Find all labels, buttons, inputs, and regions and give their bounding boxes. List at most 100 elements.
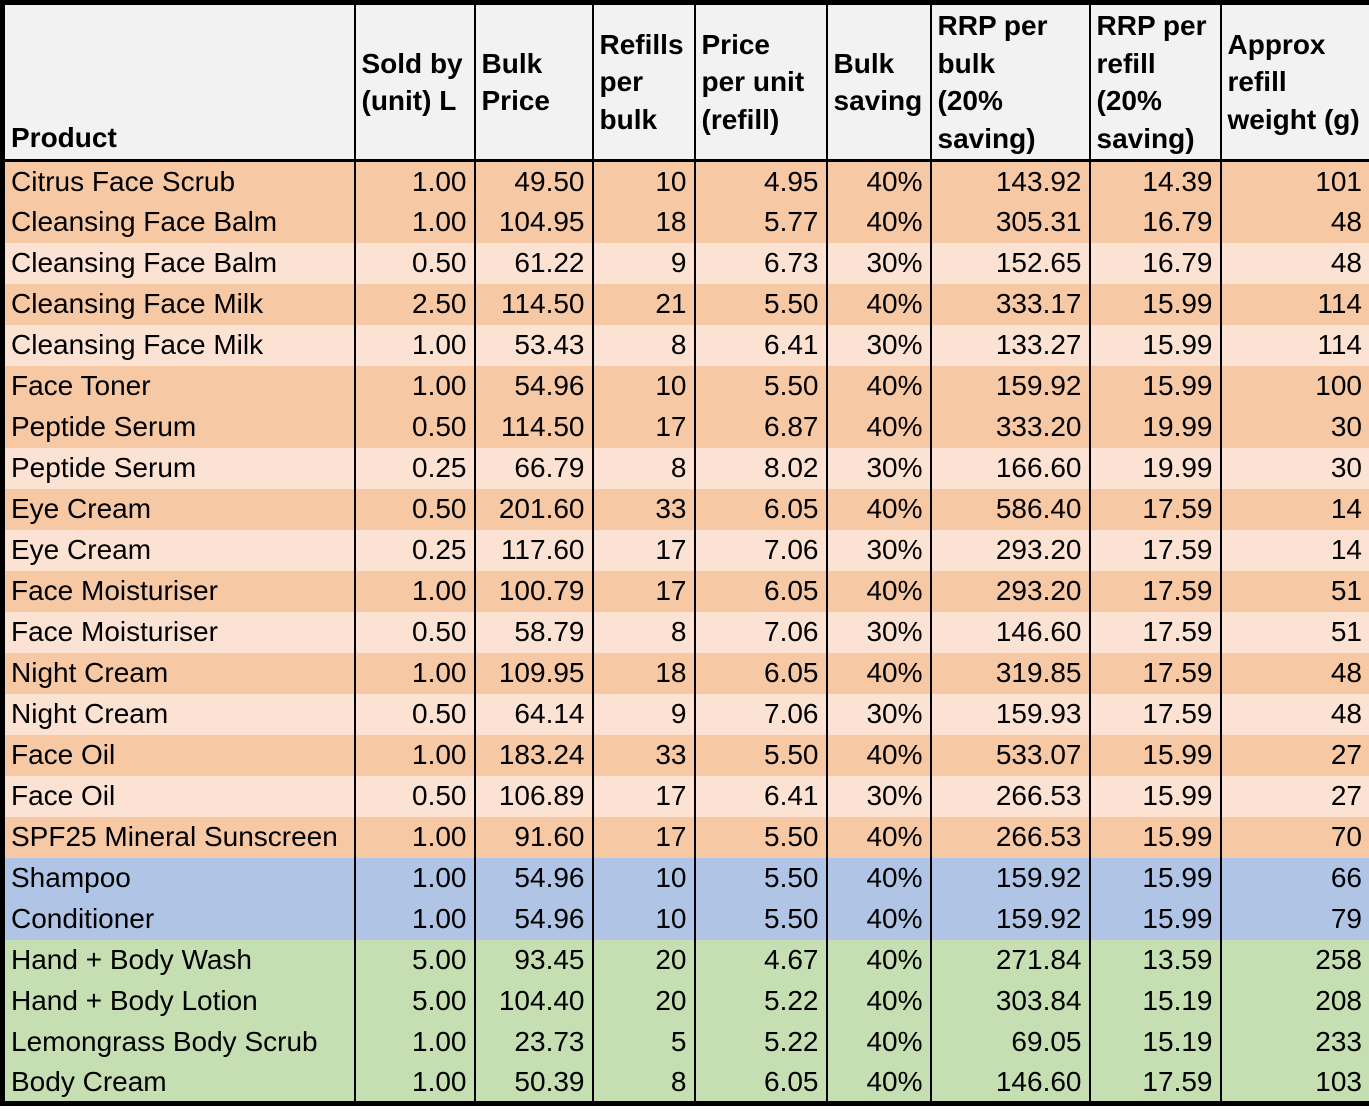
- cell-product[interactable]: Night Cream: [1, 652, 356, 694]
- cell-product[interactable]: Hand + Body Lotion: [1, 980, 356, 1022]
- cell-rrp-per-refill[interactable]: 15.99: [1088, 324, 1222, 366]
- cell-sold-by-unit[interactable]: 0.25: [353, 447, 476, 489]
- cell-rrp-per-bulk[interactable]: 293.20: [929, 570, 1091, 612]
- column-header-bulk-price[interactable]: Bulk Price: [473, 2, 594, 163]
- cell-bulk-saving[interactable]: 40%: [825, 939, 932, 981]
- cell-rrp-per-bulk[interactable]: 159.92: [929, 898, 1091, 940]
- cell-sold-by-unit[interactable]: 5.00: [353, 939, 476, 981]
- cell-refill-weight[interactable]: 114: [1219, 324, 1369, 366]
- cell-rrp-per-refill[interactable]: 17.59: [1088, 611, 1222, 653]
- cell-bulk-price[interactable]: 50.39: [473, 1062, 594, 1104]
- cell-refill-weight[interactable]: 114: [1219, 283, 1369, 325]
- cell-sold-by-unit[interactable]: 1.00: [353, 324, 476, 366]
- cell-bulk-saving[interactable]: 40%: [825, 652, 932, 694]
- cell-product[interactable]: Body Cream: [1, 1062, 356, 1104]
- cell-refill-weight[interactable]: 27: [1219, 734, 1369, 776]
- cell-product[interactable]: Peptide Serum: [1, 447, 356, 489]
- cell-rrp-per-bulk[interactable]: 333.20: [929, 406, 1091, 448]
- cell-bulk-saving[interactable]: 40%: [825, 816, 932, 858]
- cell-bulk-saving[interactable]: 40%: [825, 734, 932, 776]
- cell-refills-per-bulk[interactable]: 17: [591, 570, 696, 612]
- cell-rrp-per-bulk[interactable]: 266.53: [929, 816, 1091, 858]
- cell-rrp-per-bulk[interactable]: 586.40: [929, 488, 1091, 530]
- column-header-rrp-per-bulk[interactable]: RRP per bulk (20% saving): [929, 2, 1091, 163]
- cell-bulk-price[interactable]: 201.60: [473, 488, 594, 530]
- cell-bulk-price[interactable]: 53.43: [473, 324, 594, 366]
- cell-sold-by-unit[interactable]: 1.00: [353, 734, 476, 776]
- cell-rrp-per-refill[interactable]: 17.59: [1088, 488, 1222, 530]
- cell-rrp-per-bulk[interactable]: 303.84: [929, 980, 1091, 1022]
- cell-bulk-price[interactable]: 117.60: [473, 529, 594, 571]
- cell-rrp-per-bulk[interactable]: 166.60: [929, 447, 1091, 489]
- cell-refill-weight[interactable]: 51: [1219, 570, 1369, 612]
- cell-rrp-per-refill[interactable]: 19.99: [1088, 406, 1222, 448]
- cell-refill-weight[interactable]: 48: [1219, 652, 1369, 694]
- cell-bulk-saving[interactable]: 40%: [825, 1021, 932, 1063]
- cell-product[interactable]: Cleansing Face Balm: [1, 242, 356, 284]
- cell-product[interactable]: Face Oil: [1, 734, 356, 776]
- cell-refill-weight[interactable]: 14: [1219, 488, 1369, 530]
- cell-rrp-per-refill[interactable]: 15.99: [1088, 283, 1222, 325]
- cell-rrp-per-bulk[interactable]: 146.60: [929, 1062, 1091, 1104]
- cell-bulk-price[interactable]: 64.14: [473, 693, 594, 735]
- cell-price-per-unit[interactable]: 5.50: [693, 816, 828, 858]
- cell-price-per-unit[interactable]: 4.67: [693, 939, 828, 981]
- cell-refills-per-bulk[interactable]: 17: [591, 406, 696, 448]
- cell-rrp-per-refill[interactable]: 19.99: [1088, 447, 1222, 489]
- cell-product[interactable]: Citrus Face Scrub: [1, 160, 356, 202]
- cell-refills-per-bulk[interactable]: 33: [591, 488, 696, 530]
- cell-rrp-per-refill[interactable]: 15.99: [1088, 734, 1222, 776]
- cell-product[interactable]: Face Moisturiser: [1, 611, 356, 653]
- cell-price-per-unit[interactable]: 8.02: [693, 447, 828, 489]
- cell-refill-weight[interactable]: 48: [1219, 693, 1369, 735]
- cell-refills-per-bulk[interactable]: 10: [591, 857, 696, 899]
- cell-bulk-price[interactable]: 91.60: [473, 816, 594, 858]
- cell-rrp-per-refill[interactable]: 15.19: [1088, 980, 1222, 1022]
- cell-bulk-price[interactable]: 54.96: [473, 857, 594, 899]
- cell-rrp-per-refill[interactable]: 14.39: [1088, 160, 1222, 202]
- cell-rrp-per-bulk[interactable]: 333.17: [929, 283, 1091, 325]
- cell-refill-weight[interactable]: 30: [1219, 447, 1369, 489]
- cell-price-per-unit[interactable]: 6.05: [693, 488, 828, 530]
- cell-bulk-price[interactable]: 100.79: [473, 570, 594, 612]
- cell-product[interactable]: Cleansing Face Milk: [1, 283, 356, 325]
- cell-refills-per-bulk[interactable]: 18: [591, 201, 696, 243]
- cell-rrp-per-refill[interactable]: 16.79: [1088, 242, 1222, 284]
- cell-sold-by-unit[interactable]: 1.00: [353, 570, 476, 612]
- cell-bulk-price[interactable]: 54.96: [473, 898, 594, 940]
- cell-bulk-saving[interactable]: 30%: [825, 447, 932, 489]
- cell-product[interactable]: Eye Cream: [1, 488, 356, 530]
- cell-rrp-per-refill[interactable]: 15.19: [1088, 1021, 1222, 1063]
- cell-sold-by-unit[interactable]: 1.00: [353, 160, 476, 202]
- cell-bulk-price[interactable]: 104.40: [473, 980, 594, 1022]
- cell-bulk-price[interactable]: 49.50: [473, 160, 594, 202]
- cell-sold-by-unit[interactable]: 1.00: [353, 1062, 476, 1104]
- cell-price-per-unit[interactable]: 6.73: [693, 242, 828, 284]
- cell-refills-per-bulk[interactable]: 18: [591, 652, 696, 694]
- cell-bulk-saving[interactable]: 40%: [825, 201, 932, 243]
- cell-bulk-price[interactable]: 114.50: [473, 283, 594, 325]
- cell-sold-by-unit[interactable]: 1.00: [353, 365, 476, 407]
- cell-rrp-per-bulk[interactable]: 159.93: [929, 693, 1091, 735]
- cell-sold-by-unit[interactable]: 0.50: [353, 488, 476, 530]
- cell-refill-weight[interactable]: 48: [1219, 242, 1369, 284]
- cell-sold-by-unit[interactable]: 1.00: [353, 201, 476, 243]
- cell-refills-per-bulk[interactable]: 10: [591, 365, 696, 407]
- cell-sold-by-unit[interactable]: 0.50: [353, 611, 476, 653]
- cell-refill-weight[interactable]: 79: [1219, 898, 1369, 940]
- cell-bulk-saving[interactable]: 40%: [825, 406, 932, 448]
- cell-product[interactable]: SPF25 Mineral Sunscreen: [1, 816, 356, 858]
- cell-refill-weight[interactable]: 14: [1219, 529, 1369, 571]
- cell-sold-by-unit[interactable]: 1.00: [353, 816, 476, 858]
- cell-rrp-per-refill[interactable]: 17.59: [1088, 652, 1222, 694]
- cell-refill-weight[interactable]: 100: [1219, 365, 1369, 407]
- cell-rrp-per-bulk[interactable]: 266.53: [929, 775, 1091, 817]
- cell-bulk-saving[interactable]: 30%: [825, 324, 932, 366]
- cell-bulk-price[interactable]: 58.79: [473, 611, 594, 653]
- cell-price-per-unit[interactable]: 7.06: [693, 611, 828, 653]
- cell-price-per-unit[interactable]: 7.06: [693, 529, 828, 571]
- cell-rrp-per-bulk[interactable]: 69.05: [929, 1021, 1091, 1063]
- cell-price-per-unit[interactable]: 6.05: [693, 570, 828, 612]
- cell-bulk-price[interactable]: 93.45: [473, 939, 594, 981]
- cell-bulk-price[interactable]: 54.96: [473, 365, 594, 407]
